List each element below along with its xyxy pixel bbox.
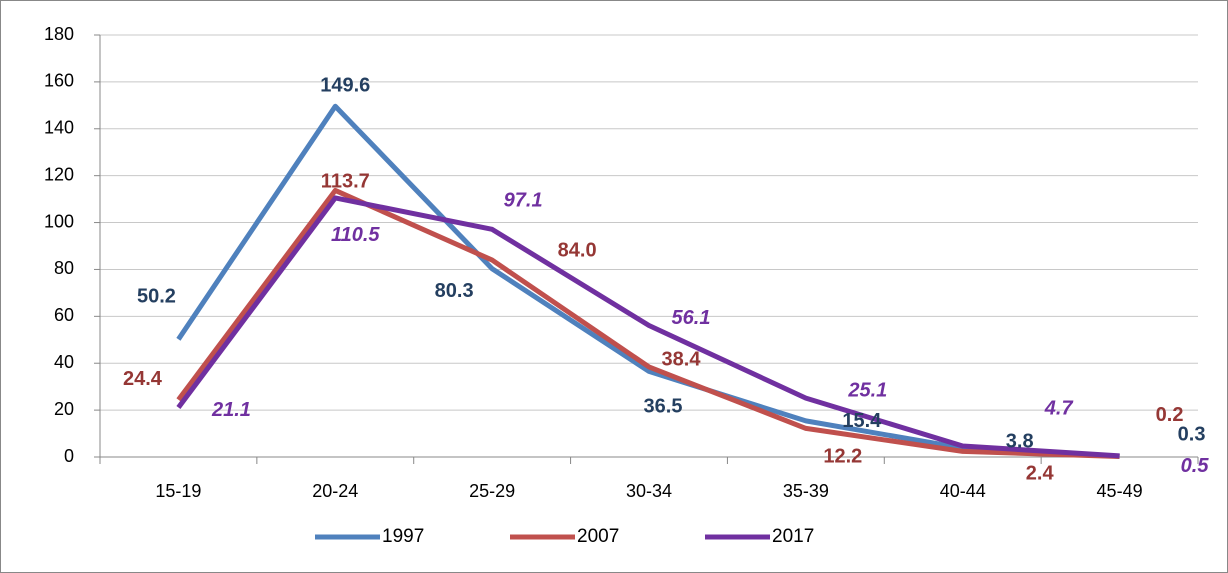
- x-tick-label: 20-24: [312, 481, 358, 501]
- y-tick-label: 160: [44, 71, 74, 91]
- data-label: 80.3: [435, 280, 474, 302]
- y-tick-label: 140: [44, 118, 74, 138]
- y-tick-label: 180: [44, 24, 74, 44]
- data-label: 38.4: [662, 348, 702, 370]
- data-label: 15.4: [842, 410, 882, 432]
- data-label: 3.8: [1006, 430, 1034, 452]
- series-line: [176, 195, 1120, 459]
- x-tick-label: 45-49: [1097, 481, 1143, 501]
- y-tick-label: 100: [44, 211, 74, 231]
- legend-label: 2017: [772, 526, 814, 547]
- x-tick-label: 35-39: [783, 481, 829, 501]
- legend-label: 1997: [382, 526, 424, 547]
- data-label: 12.2: [823, 446, 862, 468]
- series-line: [176, 187, 1120, 460]
- x-tick-label: 40-44: [940, 481, 986, 501]
- data-label: 4.7: [1044, 397, 1074, 419]
- data-label: 25.1: [847, 379, 887, 401]
- data-label: 21.1: [211, 399, 251, 421]
- data-label: 56.1: [672, 307, 711, 329]
- data-label: 0.2: [1156, 404, 1184, 426]
- data-label: 84.0: [558, 239, 597, 261]
- data-label: 113.7: [321, 171, 370, 193]
- data-label: 36.5: [644, 396, 683, 418]
- y-tick-label: 40: [54, 352, 74, 372]
- x-tick-label: 25-29: [469, 481, 515, 501]
- y-tick-label: 20: [54, 399, 74, 419]
- data-label: 24.4: [123, 368, 163, 390]
- data-label: 0.3: [1178, 424, 1206, 446]
- data-label: 50.2: [137, 286, 176, 308]
- data-label: 0.5: [1181, 455, 1210, 477]
- y-tick-label: 0: [64, 446, 74, 466]
- data-label: 97.1: [504, 190, 543, 212]
- data-label: 110.5: [331, 224, 380, 246]
- y-tick-label: 60: [54, 305, 74, 325]
- data-label: 2.4: [1026, 463, 1055, 485]
- x-tick-label: 30-34: [626, 481, 672, 501]
- data-label: 149.6: [320, 75, 370, 97]
- x-tick-label: 15-19: [155, 481, 201, 501]
- legend-label: 2007: [577, 526, 619, 547]
- y-tick-label: 120: [44, 164, 74, 184]
- y-tick-label: 80: [54, 258, 74, 278]
